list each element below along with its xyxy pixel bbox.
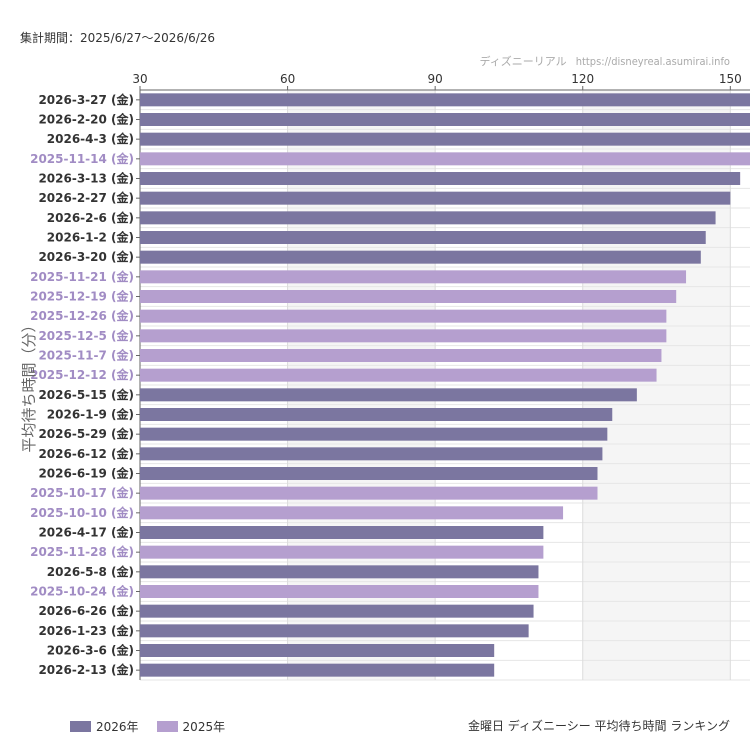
category-label: 2026-5-15 (金) — [38, 387, 134, 402]
category-label: 2026-2-13 (金) — [38, 662, 134, 677]
category-label: 2025-12-5 (金) — [38, 328, 134, 343]
category-label: 2026-1-9 (金) — [47, 407, 134, 422]
bar-2026[interactable] — [140, 663, 495, 677]
bar-2026[interactable] — [140, 113, 750, 126]
bar-2025[interactable] — [140, 349, 662, 362]
category-label: 2026-5-29 (金) — [38, 426, 134, 441]
site-credit[interactable]: ディズニーリアル https://disneyreal.asumirai.inf… — [473, 53, 730, 69]
x-tick-label: 120 — [571, 72, 594, 86]
category-label: 2025-11-14 (金) — [30, 151, 134, 166]
x-tick-label: 150 — [719, 72, 742, 86]
legend: 2026年 2025年 — [70, 718, 243, 735]
legend-item-2026[interactable]: 2026年 — [70, 718, 139, 735]
category-label: 2025-11-28 (金) — [30, 544, 134, 559]
category-label: 2025-12-12 (金) — [30, 367, 134, 382]
bars — [140, 93, 750, 677]
bar-2025[interactable] — [140, 585, 539, 598]
bar-2026[interactable] — [140, 191, 731, 205]
bar-2026[interactable] — [140, 644, 495, 657]
bar-2026[interactable] — [140, 211, 716, 225]
category-label: 2026-4-3 (金) — [47, 131, 134, 146]
category-label: 2026-5-8 (金) — [47, 564, 134, 579]
category-label: 2026-2-27 (金) — [38, 190, 134, 205]
legend-label-2026: 2026年 — [96, 720, 139, 734]
x-tick-label: 30 — [132, 72, 147, 86]
category-label: 2025-10-24 (金) — [30, 584, 134, 599]
category-label: 2026-3-27 (金) — [38, 92, 134, 107]
bar-2026[interactable] — [140, 604, 534, 618]
x-tick-label: 60 — [280, 72, 295, 86]
category-label: 2026-3-20 (金) — [38, 249, 134, 264]
category-labels: 2026-3-27 (金) 2026-2-20 (金) 2026-4-3 (金) 20… — [30, 92, 140, 677]
category-label: 2025-10-10 (金) — [30, 505, 134, 520]
category-label: 2026-3-6 (金) — [47, 643, 134, 658]
bar-2025[interactable] — [140, 368, 657, 382]
category-label: 2026-1-23 (金) — [38, 623, 134, 638]
bar-2026[interactable] — [140, 565, 539, 579]
bar-2026[interactable] — [140, 467, 598, 480]
category-label: 2025-11-7 (金) — [38, 348, 134, 363]
bar-2025[interactable] — [140, 270, 687, 284]
x-tick-label: 90 — [428, 72, 443, 86]
category-label: 2026-3-13 (金) — [38, 171, 134, 186]
bar-2026[interactable] — [140, 231, 706, 244]
bar-2025[interactable] — [140, 290, 677, 303]
category-label: 2025-12-26 (金) — [30, 308, 134, 323]
chart-footer-title: 金曜日 ディズニーシー 平均待ち時間 ランキング — [467, 719, 730, 733]
site-url[interactable]: https://disneyreal.asumirai.info — [575, 55, 730, 68]
bar-2025[interactable] — [140, 152, 750, 166]
category-label: 2026-6-12 (金) — [38, 446, 134, 461]
category-label: 2025-11-21 (金) — [30, 269, 134, 284]
legend-swatch-2026 — [70, 721, 91, 732]
legend-item-2025[interactable]: 2025年 — [156, 718, 226, 735]
bar-2026[interactable] — [140, 624, 529, 638]
bar-2025[interactable] — [140, 329, 667, 343]
bar-2026[interactable] — [140, 526, 544, 539]
bar-2025[interactable] — [140, 309, 667, 323]
bar-2026[interactable] — [140, 93, 750, 107]
bar-2025[interactable] — [140, 506, 564, 520]
bar-2025[interactable] — [140, 545, 544, 559]
bar-2026[interactable] — [140, 250, 701, 264]
category-label: 2026-6-19 (金) — [38, 466, 134, 481]
category-label: 2025-12-19 (金) — [30, 289, 134, 304]
y-axis-label: 平均待ち時間（分） — [20, 317, 38, 452]
bar-2026[interactable] — [140, 447, 603, 461]
bar-2026[interactable] — [140, 427, 608, 441]
category-label: 2025-10-17 (金) — [30, 485, 134, 500]
legend-swatch-2025 — [156, 721, 178, 732]
bar-2026[interactable] — [140, 388, 637, 402]
x-axis-ticks: 30 60 90 120 150 — [132, 72, 742, 90]
site-name: ディズニーリアル — [479, 55, 567, 68]
bar-2026[interactable] — [140, 172, 741, 185]
legend-label-2025: 2025年 — [182, 720, 226, 734]
bar-2025[interactable] — [140, 486, 598, 500]
bar-2026[interactable] — [140, 408, 613, 421]
bar-2026[interactable] — [140, 132, 750, 146]
period-label: 集計期間：2025/6/27〜2026/6/26 — [20, 31, 216, 45]
category-label: 2026-1-2 (金) — [47, 230, 134, 245]
category-label: 2026-6-26 (金) — [38, 603, 134, 618]
category-label: 2026-2-6 (金) — [47, 210, 134, 225]
category-label: 2026-2-20 (金) — [38, 112, 134, 127]
grid-lines — [139, 89, 750, 681]
category-label: 2026-4-17 (金) — [38, 525, 134, 540]
